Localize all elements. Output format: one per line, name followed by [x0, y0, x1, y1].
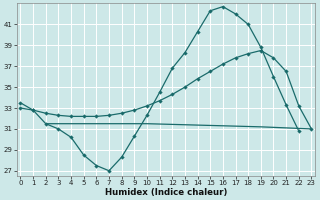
X-axis label: Humidex (Indice chaleur): Humidex (Indice chaleur)	[105, 188, 227, 197]
